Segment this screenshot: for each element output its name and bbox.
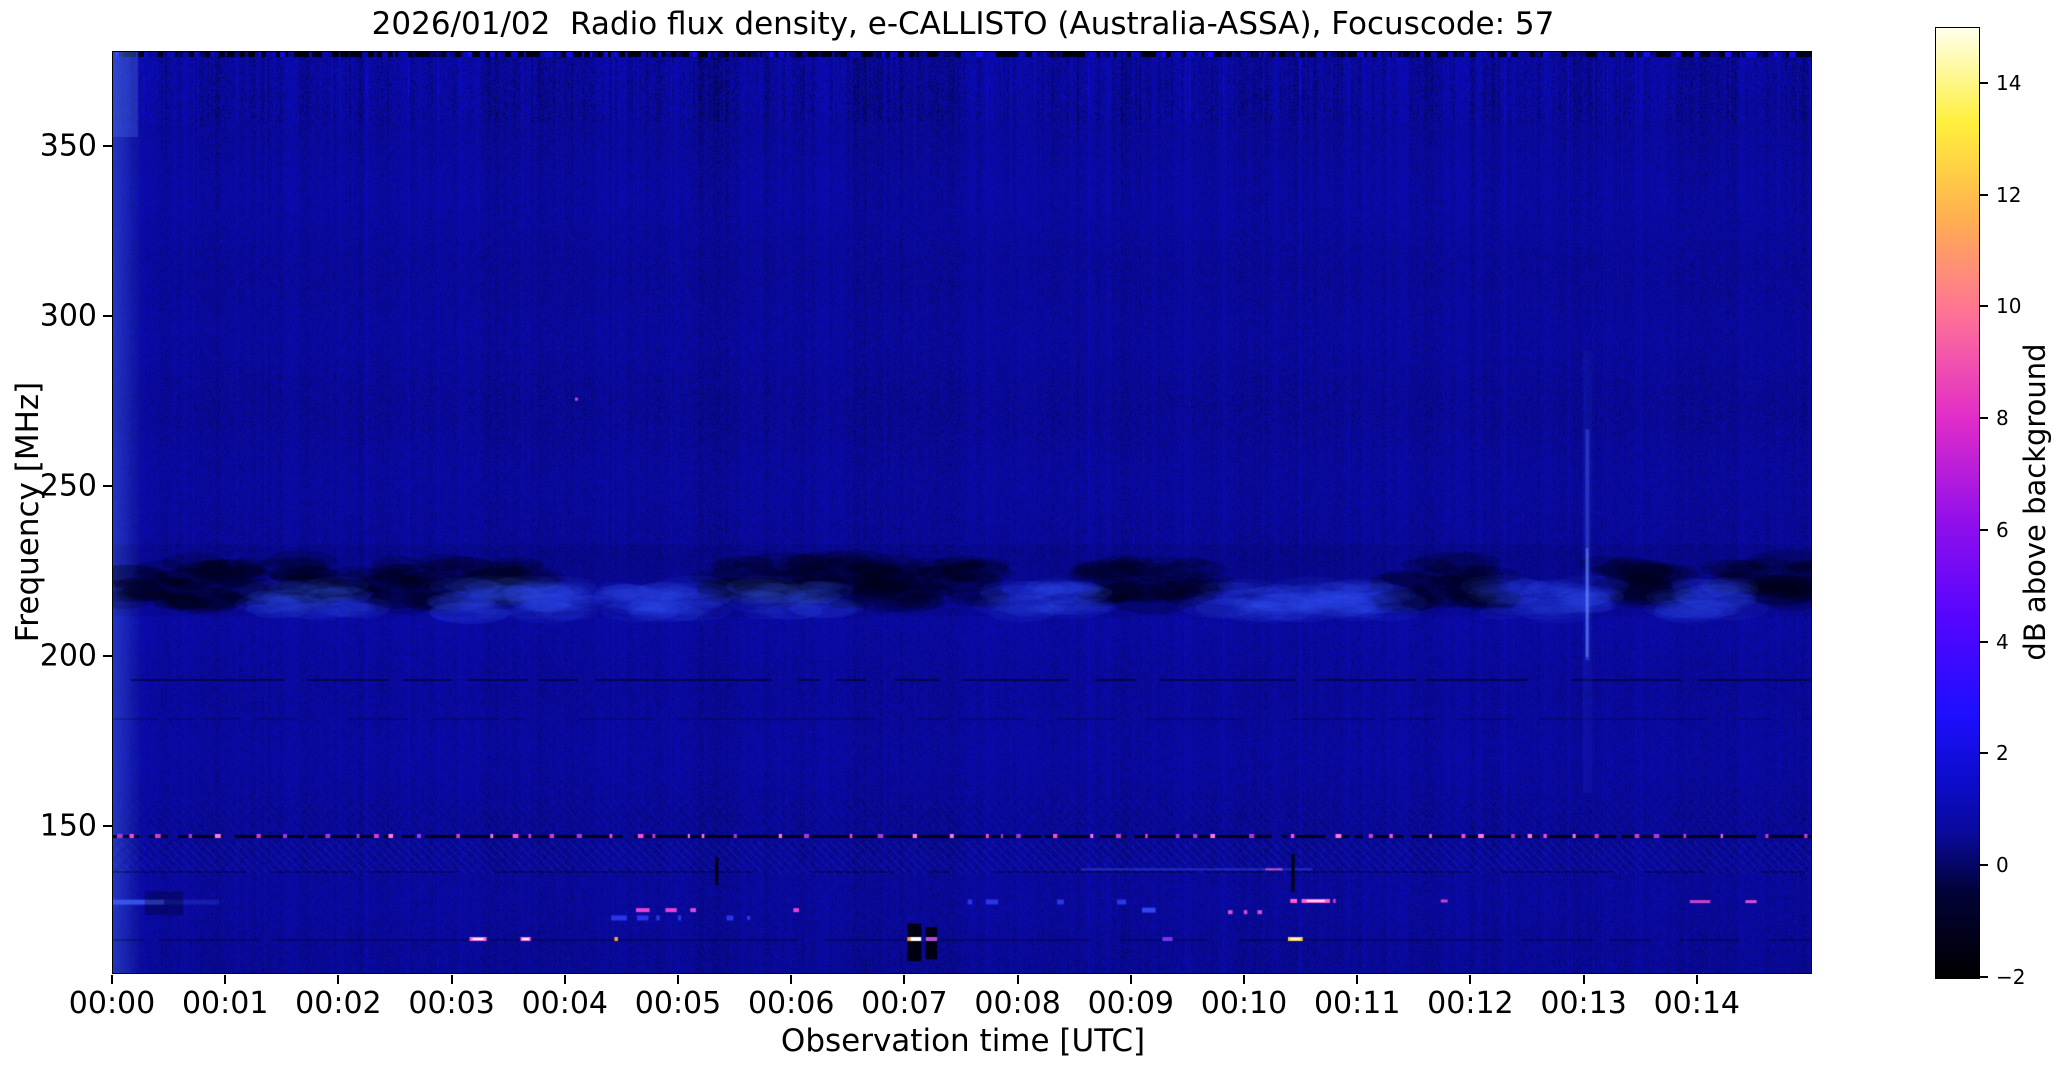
x-tick-label: 00:09 — [1087, 986, 1175, 1021]
x-tick-mark — [1243, 975, 1245, 984]
x-tick-label: 00:01 — [181, 986, 269, 1021]
x-tick-label: 00:07 — [861, 986, 948, 1021]
x-tick-label: 00:08 — [974, 986, 1061, 1021]
y-tick-mark — [103, 315, 112, 318]
y-axis-label: Frequency [MHz] — [10, 381, 46, 643]
x-tick-mark — [903, 975, 906, 984]
colorbar-tick-mark — [1980, 640, 1988, 643]
colorbar-gradient — [1936, 28, 1979, 978]
y-tick-mark — [103, 654, 112, 657]
y-tick-label: 150 — [39, 808, 97, 844]
colorbar-tick-label: 2 — [1996, 741, 2009, 766]
x-tick-mark — [1695, 975, 1698, 984]
chart-title: 2026/01/02 Radio flux density, e-CALLIST… — [371, 6, 1555, 42]
x-tick-mark — [450, 975, 453, 984]
x-tick-mark — [1582, 975, 1585, 984]
colorbar-tick-label: 8 — [1996, 406, 2009, 431]
colorbar-tick-label: 6 — [1996, 517, 2009, 542]
x-axis-label: Observation time [UTC] — [780, 1023, 1146, 1059]
y-tick-label: 300 — [39, 298, 97, 334]
x-tick-label: 00:00 — [68, 986, 156, 1021]
y-tick-mark — [103, 485, 112, 487]
x-tick-mark — [1016, 975, 1019, 984]
colorbar-tick-mark — [1980, 305, 1988, 308]
colorbar-tick-label: 10 — [1996, 294, 2022, 319]
colorbar-tick-mark — [1980, 417, 1988, 420]
x-tick-label: 00:13 — [1540, 986, 1627, 1021]
x-tick-label: 00:04 — [521, 986, 609, 1021]
x-tick-mark — [677, 975, 679, 984]
colorbar-tick-mark — [1980, 752, 1988, 755]
colorbar-tick-label: 14 — [1996, 70, 2022, 95]
x-tick-mark — [790, 975, 793, 984]
colorbar-label: dB above background — [2018, 343, 2052, 661]
plot-area — [112, 51, 1812, 974]
y-tick-mark — [103, 824, 112, 827]
colorbar-tick-label: −2 — [1996, 965, 2026, 989]
x-tick-label: 00:11 — [1313, 986, 1401, 1021]
y-tick-label: 250 — [39, 468, 97, 504]
x-tick-mark — [1469, 975, 1472, 984]
x-tick-mark — [1356, 975, 1359, 984]
x-tick-label: 00:03 — [408, 986, 495, 1021]
colorbar-tick-mark — [1980, 193, 1988, 196]
y-tick-mark — [103, 145, 112, 148]
y-tick-label: 200 — [39, 638, 97, 674]
x-tick-mark — [224, 975, 227, 984]
colorbar-tick-mark — [1980, 976, 1988, 978]
x-tick-mark — [1129, 975, 1132, 984]
x-tick-label: 00:14 — [1653, 986, 1741, 1021]
x-tick-mark — [563, 975, 566, 984]
x-tick-mark — [111, 975, 113, 984]
x-tick-label: 00:02 — [295, 986, 382, 1021]
y-tick-label: 350 — [39, 128, 97, 164]
x-tick-label: 00:05 — [634, 986, 722, 1021]
colorbar-tick-label: 0 — [1996, 853, 2009, 878]
colorbar-tick-mark — [1980, 81, 1988, 84]
x-tick-mark — [337, 975, 340, 984]
colorbar-tick-label: 12 — [1996, 182, 2022, 207]
colorbar-tick-label: 4 — [1996, 629, 2009, 654]
x-tick-label: 00:12 — [1427, 986, 1514, 1021]
colorbar-tick-mark — [1980, 528, 1988, 531]
x-tick-label: 00:10 — [1200, 986, 1288, 1021]
x-tick-label: 00:06 — [747, 986, 835, 1021]
colorbar-tick-mark — [1980, 864, 1988, 867]
spectrogram-canvas — [113, 52, 1811, 973]
colorbar — [1935, 27, 1980, 979]
